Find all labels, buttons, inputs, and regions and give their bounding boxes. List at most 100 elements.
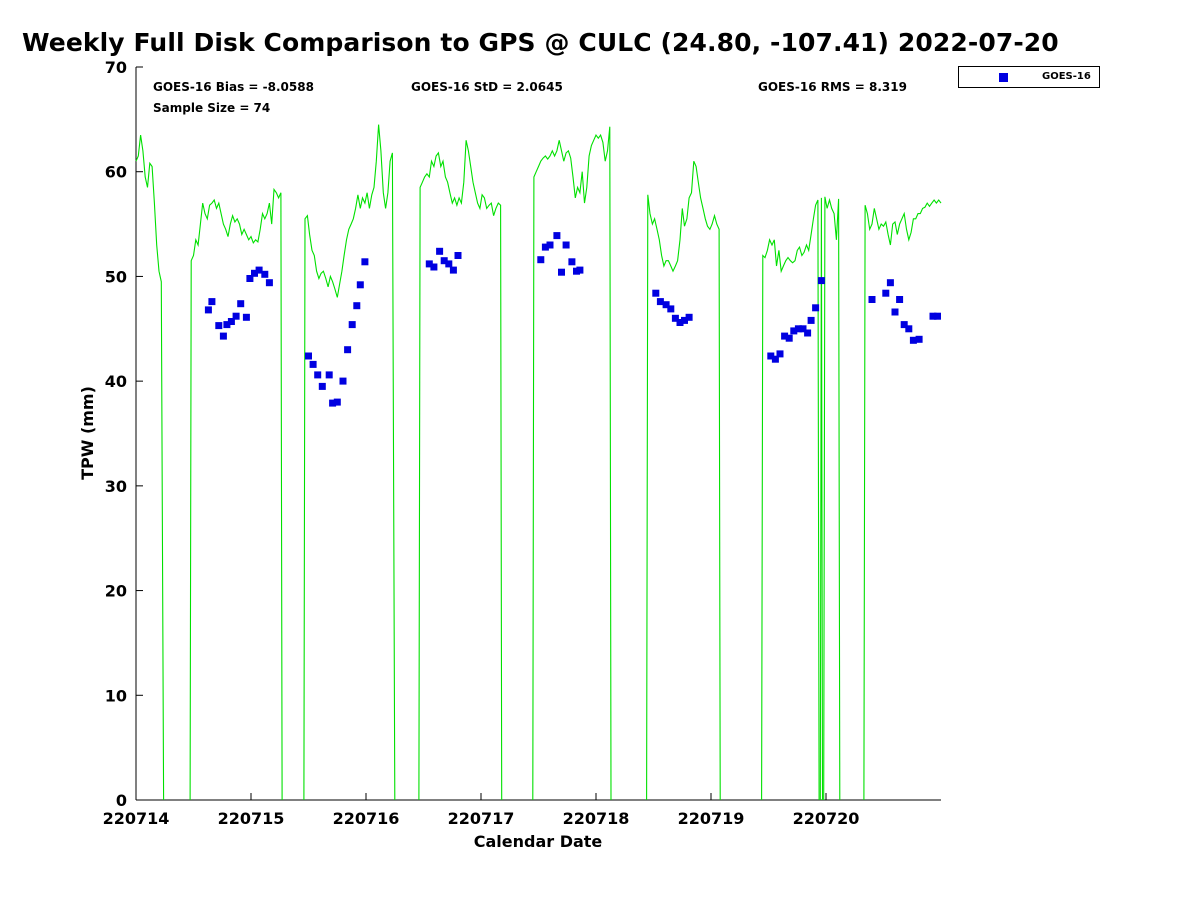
goes-data-point bbox=[541, 243, 549, 251]
goes-data-point bbox=[344, 346, 352, 354]
goes-data-point bbox=[223, 321, 231, 329]
goes-data-point bbox=[546, 241, 554, 249]
goes-data-point bbox=[568, 258, 576, 266]
goes-data-point bbox=[776, 350, 784, 358]
x-axis-label: Calendar Date bbox=[474, 832, 603, 851]
gps-line-segment bbox=[303, 124, 396, 801]
goes-data-point bbox=[905, 325, 913, 333]
x-tick-label: 220718 bbox=[563, 809, 630, 828]
goes-data-point bbox=[333, 398, 341, 406]
goes-data-point bbox=[790, 327, 798, 335]
goes-data-point bbox=[339, 377, 347, 385]
goes-data-point bbox=[662, 301, 670, 309]
goes-data-point bbox=[430, 263, 438, 271]
gps-line-segment bbox=[819, 197, 824, 801]
goes-data-point bbox=[817, 277, 825, 285]
goes-data-point bbox=[309, 360, 317, 368]
goes-data-point bbox=[265, 279, 273, 287]
goes-data-point bbox=[454, 252, 462, 259]
y-tick-label: 70 bbox=[105, 58, 127, 77]
y-tick-label: 60 bbox=[105, 163, 127, 182]
goes-data-point bbox=[215, 322, 223, 330]
goes-data-point bbox=[353, 302, 361, 310]
goes-data-point bbox=[882, 289, 890, 297]
goes-data-point bbox=[219, 332, 227, 340]
goes-data-point bbox=[436, 247, 444, 255]
goes-data-point bbox=[767, 352, 775, 360]
x-tick-label: 220716 bbox=[333, 809, 400, 828]
bias-stat: GOES-16 Bias = -8.0588 bbox=[153, 80, 314, 94]
goes-data-point bbox=[868, 296, 876, 303]
goes-data-point bbox=[208, 298, 216, 306]
legend-label: GOES-16 bbox=[1042, 71, 1091, 82]
y-tick-label: 0 bbox=[116, 791, 127, 810]
goes-data-point bbox=[794, 325, 802, 333]
goes-data-point bbox=[232, 312, 240, 320]
sample-size-stat: Sample Size = 74 bbox=[153, 101, 271, 115]
y-tick-label: 10 bbox=[105, 686, 127, 705]
goes-data-point bbox=[915, 335, 923, 343]
goes-data-point bbox=[771, 355, 779, 363]
goes-data-point bbox=[425, 260, 433, 268]
goes-data-point bbox=[314, 371, 322, 379]
goes-data-point bbox=[329, 399, 337, 407]
goes-data-point bbox=[537, 256, 545, 264]
goes-data-point bbox=[348, 321, 356, 329]
goes-data-point bbox=[261, 270, 269, 278]
goes-data-point bbox=[237, 300, 245, 308]
goes-data-point bbox=[671, 314, 679, 322]
goes-data-point bbox=[785, 334, 793, 342]
gps-line-segment bbox=[823, 196, 841, 801]
gps-line-segment bbox=[532, 126, 612, 801]
goes-data-point bbox=[676, 319, 684, 326]
y-tick-label: 20 bbox=[105, 582, 127, 601]
goes-data-point bbox=[305, 352, 312, 360]
x-tick-label: 220714 bbox=[103, 809, 170, 828]
goes-data-point bbox=[804, 329, 812, 337]
goes-data-point bbox=[900, 321, 908, 329]
legend: GOES-16 bbox=[958, 66, 1100, 88]
goes-data-point bbox=[681, 316, 688, 324]
gps-line-segment bbox=[646, 160, 721, 801]
chart-title: Weekly Full Disk Comparison to GPS @ CUL… bbox=[22, 28, 1059, 57]
x-tick-label: 220719 bbox=[678, 809, 745, 828]
y-tick-label: 50 bbox=[105, 267, 127, 286]
goes-data-point bbox=[685, 313, 693, 321]
gps-line-segment bbox=[761, 199, 820, 801]
y-tick-label: 40 bbox=[105, 372, 127, 391]
goes-data-point bbox=[553, 232, 561, 240]
goes-data-point bbox=[807, 316, 815, 324]
goes-data-point bbox=[558, 268, 565, 276]
goes-data-point bbox=[227, 318, 235, 325]
goes-data-point bbox=[440, 257, 448, 265]
goes-data-point bbox=[781, 332, 789, 340]
goes-data-point bbox=[909, 336, 917, 344]
x-tick-label: 220715 bbox=[218, 809, 285, 828]
goes-data-point bbox=[449, 266, 457, 274]
goes-data-point bbox=[255, 266, 263, 274]
goes-data-point bbox=[246, 275, 254, 282]
goes-data-point bbox=[361, 258, 369, 266]
x-tick-label: 220720 bbox=[793, 809, 860, 828]
rms-stat: GOES-16 RMS = 8.319 bbox=[758, 80, 907, 94]
gps-line-segment bbox=[418, 140, 503, 801]
gps-line-segment bbox=[863, 199, 942, 801]
goes-data-point bbox=[656, 298, 664, 306]
goes-data-point bbox=[318, 382, 326, 390]
goes-data-point bbox=[812, 304, 820, 312]
y-tick-label: 30 bbox=[105, 477, 127, 496]
x-tick-label: 220717 bbox=[448, 809, 515, 828]
std-stat: GOES-16 StD = 2.0645 bbox=[411, 80, 563, 94]
goes-data-point bbox=[325, 371, 333, 379]
goes-data-point bbox=[886, 279, 894, 287]
goes-data-point bbox=[799, 325, 807, 333]
goes-data-point bbox=[929, 312, 937, 320]
gps-line-segment bbox=[189, 187, 283, 801]
goes-data-point bbox=[356, 281, 364, 289]
goes-data-point bbox=[652, 289, 660, 297]
goes-data-point bbox=[896, 296, 904, 303]
y-axis-label: TPW (mm) bbox=[78, 386, 97, 480]
legend-marker-icon bbox=[999, 73, 1008, 82]
goes-data-point bbox=[934, 312, 941, 320]
